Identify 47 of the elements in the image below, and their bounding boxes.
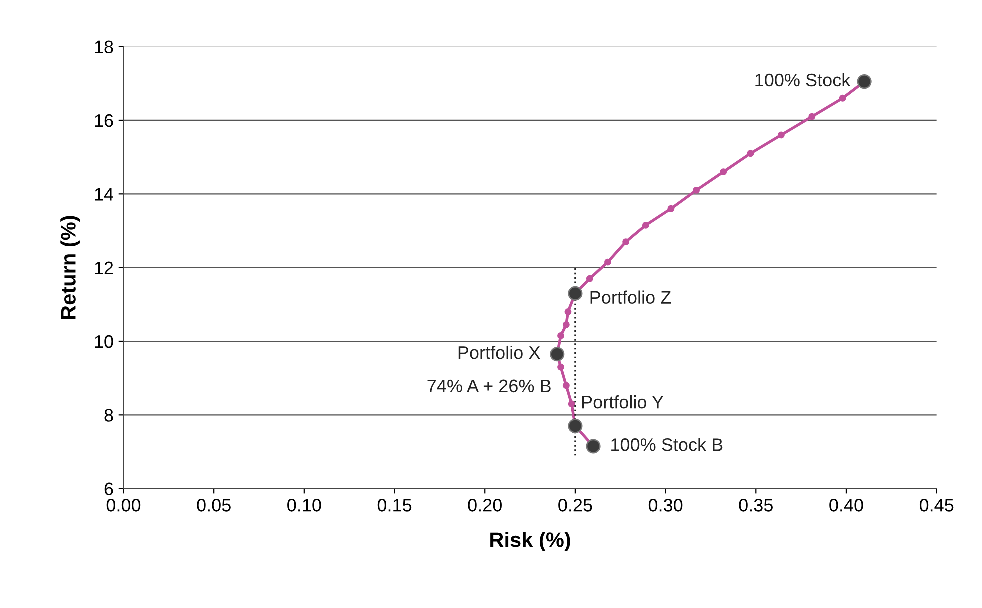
x-tick-label: 0.15 [378, 499, 412, 512]
point [558, 364, 564, 371]
point [839, 94, 846, 102]
point [808, 113, 816, 120]
point [586, 275, 594, 282]
point [642, 222, 650, 229]
annotation: Portfolio Y [582, 395, 664, 409]
point [693, 187, 700, 194]
annotation: 74% A + 26% B [428, 380, 551, 393]
point [622, 238, 630, 246]
point [568, 400, 576, 408]
point [568, 286, 583, 301]
y-tick-label: 18 [95, 40, 114, 54]
x-tick-label: 0.35 [739, 499, 773, 512]
point [564, 308, 572, 316]
x-tick-label: 0.20 [468, 499, 502, 512]
y-tick-label: 16 [95, 114, 114, 128]
point [558, 332, 564, 340]
x-tick-label: 0.10 [288, 499, 322, 512]
y-tick-label: 14 [95, 188, 114, 201]
point [747, 150, 754, 158]
point [562, 382, 570, 390]
point [586, 439, 601, 454]
x-tick-label: 0.00 [106, 499, 141, 512]
x-tick-label: 0.45 [920, 499, 954, 512]
point [778, 132, 785, 139]
annotation: 100% Stock B [612, 438, 723, 452]
y-axis-title: Return (%) [60, 216, 80, 320]
annotation: Portfolio X [458, 346, 540, 360]
point [720, 168, 728, 176]
x-tick-label: 0.05 [197, 499, 231, 512]
annotation: Portfolio Z [590, 290, 672, 304]
x-tick-label: 0.25 [558, 499, 592, 512]
point [562, 321, 570, 328]
point [568, 418, 583, 434]
x-tick-label: 0.30 [648, 499, 683, 512]
point [550, 347, 565, 362]
point [668, 205, 675, 212]
annotation: 100% Stock [756, 73, 851, 87]
y-tick-label: 12 [95, 262, 114, 274]
y-tick-label: 10 [95, 335, 114, 348]
x-axis-title: Risk (%) [490, 532, 570, 552]
point [857, 74, 872, 90]
point [604, 258, 612, 266]
y-tick-label: 8 [104, 409, 114, 422]
x-tick-label: 0.40 [830, 499, 864, 512]
y-tick-label: 6 [104, 482, 114, 496]
